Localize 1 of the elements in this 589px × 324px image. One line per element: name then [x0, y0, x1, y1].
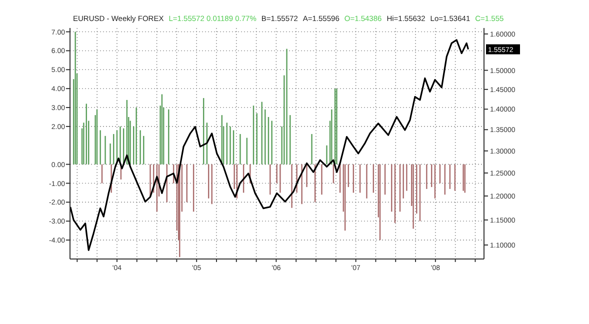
- line-series: [70, 39, 470, 251]
